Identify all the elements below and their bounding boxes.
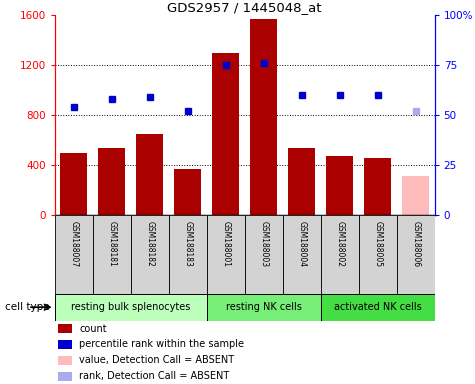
Text: GSM188181: GSM188181 [107,221,116,267]
Text: GSM188006: GSM188006 [411,221,420,268]
Text: GSM188003: GSM188003 [259,221,268,268]
Bar [60,152,87,215]
Bar [131,215,169,294]
Text: rank, Detection Call = ABSENT: rank, Detection Call = ABSENT [79,371,229,381]
Bar [402,176,429,215]
Bar [174,169,201,215]
Bar [397,215,435,294]
Text: GSM188004: GSM188004 [297,221,306,268]
Bar [98,148,125,215]
Text: resting bulk splenocytes: resting bulk splenocytes [71,302,190,312]
Text: GSM188007: GSM188007 [69,221,78,268]
Bar [364,158,391,215]
Text: GSM188005: GSM188005 [373,221,382,268]
Bar [58,324,72,333]
Bar [58,340,72,349]
Bar [359,215,397,294]
Bar [288,148,315,215]
Title: GDS2957 / 1445048_at: GDS2957 / 1445048_at [167,1,322,14]
Bar [326,156,353,215]
Bar [321,294,435,321]
Text: cell type: cell type [5,302,49,312]
Bar [212,53,239,215]
Text: GSM188002: GSM188002 [335,221,344,267]
Bar [207,215,245,294]
Text: count: count [79,324,107,334]
Bar [55,215,93,294]
Bar [55,294,207,321]
Text: GSM188182: GSM188182 [145,221,154,267]
Bar [58,372,72,381]
Bar [207,294,321,321]
Bar [169,215,207,294]
Bar [250,19,277,215]
Text: value, Detection Call = ABSENT: value, Detection Call = ABSENT [79,355,235,365]
Text: activated NK cells: activated NK cells [334,302,421,312]
Bar [245,215,283,294]
Text: percentile rank within the sample: percentile rank within the sample [79,339,244,349]
Bar [93,215,131,294]
Text: GSM188001: GSM188001 [221,221,230,267]
Bar [283,215,321,294]
Text: GSM188183: GSM188183 [183,221,192,267]
Text: resting NK cells: resting NK cells [226,302,302,312]
Bar [321,215,359,294]
Bar [58,356,72,365]
Bar [136,134,163,215]
